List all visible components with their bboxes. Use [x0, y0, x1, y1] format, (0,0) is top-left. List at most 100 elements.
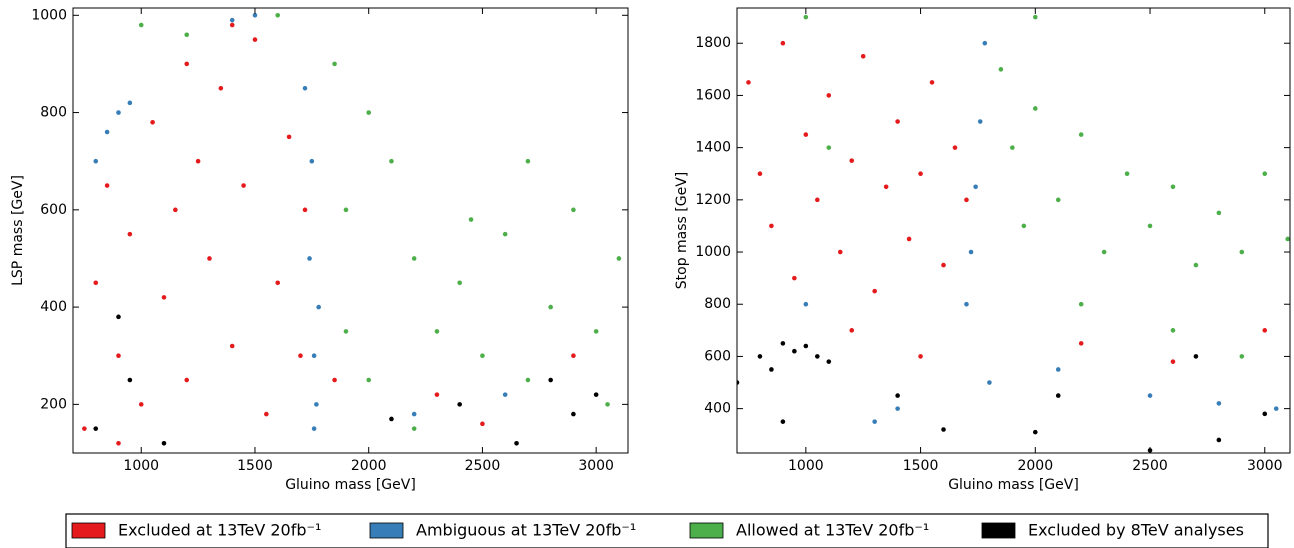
y-tick-label: 1000 [31, 7, 67, 23]
scatter-point [93, 426, 99, 431]
scatter-point [593, 329, 599, 334]
scatter-point [1216, 401, 1222, 406]
y-tick-label: 800 [704, 296, 731, 312]
scatter-point [1285, 236, 1290, 242]
scatter-point [837, 249, 843, 255]
scatter-point [1124, 171, 1130, 177]
scatter-point [82, 426, 87, 431]
scatter-point [964, 197, 969, 203]
scatter-point [343, 207, 349, 213]
scatter-point [757, 171, 763, 177]
x-tick-label: 1500 [903, 458, 939, 474]
scatter-point [150, 119, 155, 125]
scatter-point [480, 421, 485, 427]
scatter-point [1055, 367, 1061, 372]
plot-frame [736, 7, 1291, 454]
y-tick-label: 400 [704, 401, 731, 417]
scatter-point [161, 440, 167, 446]
scatter-point [116, 353, 121, 359]
scatter-point [1193, 354, 1199, 359]
x-tick-label: 2500 [1132, 458, 1168, 474]
scatter-point [792, 348, 797, 354]
scatter-point [309, 158, 315, 164]
scatter-point [803, 14, 809, 20]
scatter-point [366, 110, 371, 115]
scatter-point [571, 411, 576, 417]
scatter-point [161, 295, 167, 300]
y-tick-label: 1800 [695, 35, 731, 51]
scatter-point [127, 377, 133, 383]
scatter-point [571, 207, 576, 213]
scatter-point [872, 288, 877, 294]
x-axis-label: Gluino mass [GeV] [285, 477, 416, 493]
scatter-point [1032, 106, 1038, 111]
legend-swatch [981, 522, 1016, 539]
scatter-point [93, 158, 99, 164]
scatter-point [184, 377, 190, 383]
scatter-point [968, 249, 974, 255]
y-tick-label: 1400 [695, 140, 731, 156]
scatter-point [895, 406, 900, 411]
scatter-point [138, 402, 144, 407]
scatter-point [307, 256, 312, 261]
scatter-point [849, 328, 855, 333]
scatter-point [138, 22, 144, 28]
x-tick-label: 3000 [1247, 458, 1283, 474]
scatter-point [1032, 14, 1038, 20]
y-tick-label: 1000 [695, 244, 731, 260]
scatter-point [275, 12, 281, 18]
scatter-point [757, 354, 763, 359]
y-tick-label: 1600 [695, 87, 731, 103]
scatter-point [815, 354, 820, 359]
scatter-point [1078, 301, 1084, 307]
scatter-point [389, 416, 394, 422]
scatter-point [1101, 249, 1107, 255]
scatter-point [502, 231, 508, 237]
scatter-point [457, 280, 462, 286]
x-tick-label: 2500 [465, 458, 501, 474]
x-tick-label: 3000 [578, 458, 614, 474]
scatter-point [332, 377, 337, 383]
legend-label: Excluded by 8TeV analyses [1028, 521, 1244, 540]
scatter-point [872, 419, 877, 424]
scatter-point [457, 402, 462, 407]
scatter-point [803, 132, 809, 137]
x-tick-label: 1000 [123, 458, 159, 474]
scatter-point [895, 393, 900, 398]
x-tick-label: 1500 [237, 458, 273, 474]
scatter-point [1262, 171, 1268, 177]
legend-label: Excluded at 13TeV 20fb⁻¹ [118, 521, 321, 540]
scatter-point [502, 392, 508, 397]
scatter-point [116, 110, 121, 115]
scatter-point [127, 231, 133, 237]
scatter-point [1273, 406, 1279, 411]
scatter-point [311, 426, 317, 431]
scatter-point [314, 402, 319, 407]
scatter-point [616, 256, 622, 261]
scatter-point [1147, 393, 1153, 398]
scatter-point [1147, 223, 1153, 229]
scatter-point [1262, 328, 1268, 333]
legend-swatch [71, 522, 106, 539]
scatter-point [229, 22, 235, 28]
scatter-point [93, 280, 99, 286]
scatter-point [1170, 328, 1176, 333]
scatter-point [769, 223, 774, 229]
scatter-point [104, 183, 110, 188]
scatter-point [964, 301, 969, 307]
scatter-point [389, 158, 394, 164]
scatter-point [1032, 429, 1038, 435]
scatter-point [929, 80, 935, 85]
scatter-point [826, 359, 832, 364]
scatter-point [218, 85, 224, 91]
scatter-point [895, 119, 900, 124]
scatter-point [803, 301, 809, 307]
scatter-point [173, 207, 178, 213]
x-tick-label: 1000 [788, 458, 824, 474]
scatter-point [906, 236, 912, 242]
scatter-point [411, 426, 417, 431]
scatter-point [302, 207, 308, 213]
scatter-point [1262, 411, 1268, 417]
scatter-point [116, 440, 121, 446]
